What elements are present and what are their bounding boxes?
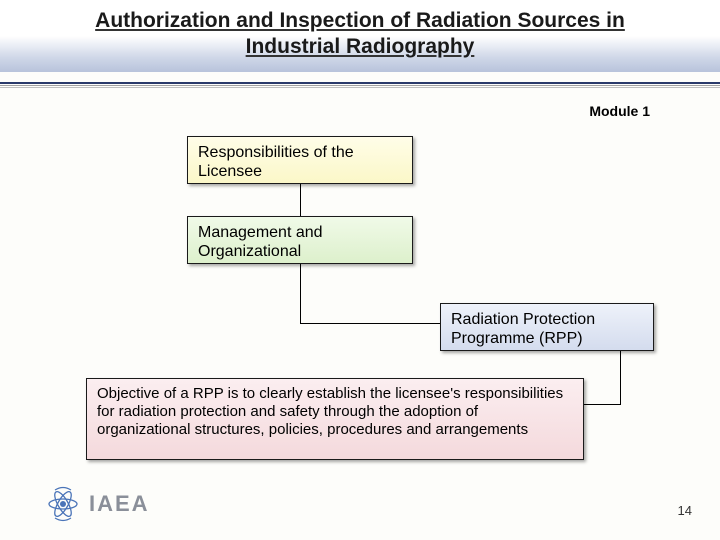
- box-box1: Responsibilities of the Licensee: [187, 136, 413, 184]
- iaea-icon: [45, 486, 81, 522]
- connector-4: [584, 404, 620, 405]
- page-title: Authorization and Inspection of Radiatio…: [0, 8, 720, 61]
- separator-lines: [0, 82, 720, 94]
- title-line2: Industrial Radiography: [246, 35, 475, 58]
- connector-2: [300, 323, 440, 324]
- module-label: Module 1: [589, 103, 650, 119]
- connector-3: [620, 351, 621, 405]
- title-line1: Authorization and Inspection of Radiatio…: [95, 9, 625, 32]
- connector-0: [300, 184, 301, 216]
- connector-1: [300, 264, 301, 324]
- box-box2: Management and Organizational: [187, 216, 413, 264]
- page-number: 14: [678, 503, 692, 518]
- logo-text: IAEA: [89, 491, 150, 517]
- header-band: Authorization and Inspection of Radiatio…: [0, 0, 720, 72]
- box-box4: Objective of a RPP is to clearly establi…: [86, 378, 584, 460]
- box-box3: Radiation Protection Programme (RPP): [440, 303, 654, 351]
- logo: IAEA: [45, 486, 150, 522]
